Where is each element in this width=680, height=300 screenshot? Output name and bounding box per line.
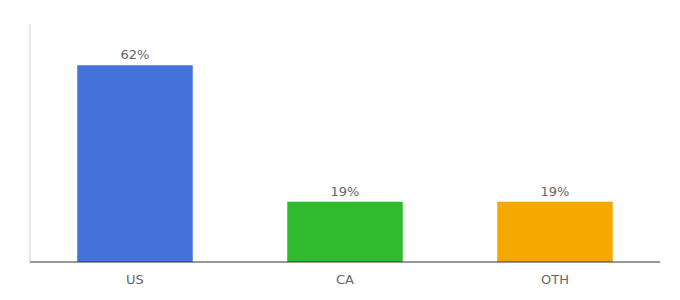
x-axis-line (30, 261, 660, 262)
bar (287, 202, 403, 262)
x-tick-label: CA (336, 272, 354, 287)
y-axis-line (30, 24, 31, 262)
data-label: 62% (121, 47, 150, 62)
x-tick-label: OTH (541, 272, 569, 287)
x-tick-label: US (126, 272, 144, 287)
chart-container: 62% 19% 19% US CA OTH (0, 0, 680, 300)
bar (77, 65, 193, 262)
data-label: 19% (541, 184, 570, 199)
bar (497, 202, 613, 262)
data-label: 19% (331, 184, 360, 199)
bars (77, 65, 613, 262)
chart: 62% 19% 19% US CA OTH (0, 0, 680, 300)
